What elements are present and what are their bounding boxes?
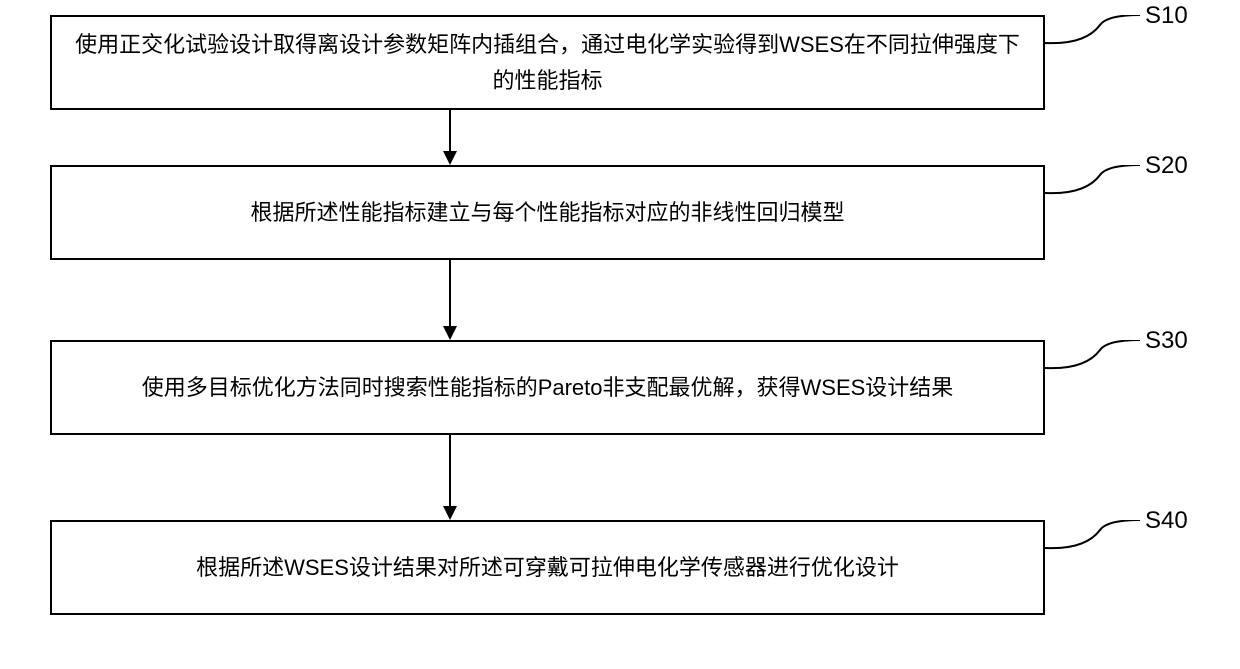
arrow-line-2 — [449, 260, 451, 327]
arrow-head-3 — [443, 506, 457, 520]
arrow-head-1 — [443, 151, 457, 165]
flow-box-text: 使用正交化试验设计取得离设计参数矩阵内插组合，通过电化学实验得到WSES在不同拉… — [72, 27, 1023, 97]
flow-box-s40: 根据所述WSES设计结果对所述可穿戴可拉伸电化学传感器进行优化设计 — [50, 520, 1045, 615]
step-label-s40: S40 — [1145, 507, 1188, 535]
arrow-head-2 — [443, 326, 457, 340]
flowchart-container: 使用正交化试验设计取得离设计参数矩阵内插组合，通过电化学实验得到WSES在不同拉… — [0, 0, 1240, 669]
curve-s40 — [1045, 520, 1145, 565]
flow-box-s20: 根据所述性能指标建立与每个性能指标对应的非线性回归模型 — [50, 165, 1045, 260]
curve-s20 — [1045, 165, 1145, 210]
curve-s10 — [1045, 15, 1145, 60]
flow-box-text: 根据所述WSES设计结果对所述可穿戴可拉伸电化学传感器进行优化设计 — [196, 550, 899, 585]
step-label-s30: S30 — [1145, 327, 1188, 355]
flow-box-s10: 使用正交化试验设计取得离设计参数矩阵内插组合，通过电化学实验得到WSES在不同拉… — [50, 15, 1045, 110]
step-label-s10: S10 — [1145, 2, 1188, 30]
arrow-line-3 — [449, 435, 451, 507]
step-label-s20: S20 — [1145, 152, 1188, 180]
flow-box-text: 根据所述性能指标建立与每个性能指标对应的非线性回归模型 — [250, 195, 844, 230]
flow-box-s30: 使用多目标优化方法同时搜索性能指标的Pareto非支配最优解，获得WSES设计结… — [50, 340, 1045, 435]
arrow-line-1 — [449, 110, 451, 152]
curve-s30 — [1045, 340, 1145, 385]
flow-box-text: 使用多目标优化方法同时搜索性能指标的Pareto非支配最优解，获得WSES设计结… — [142, 370, 954, 405]
